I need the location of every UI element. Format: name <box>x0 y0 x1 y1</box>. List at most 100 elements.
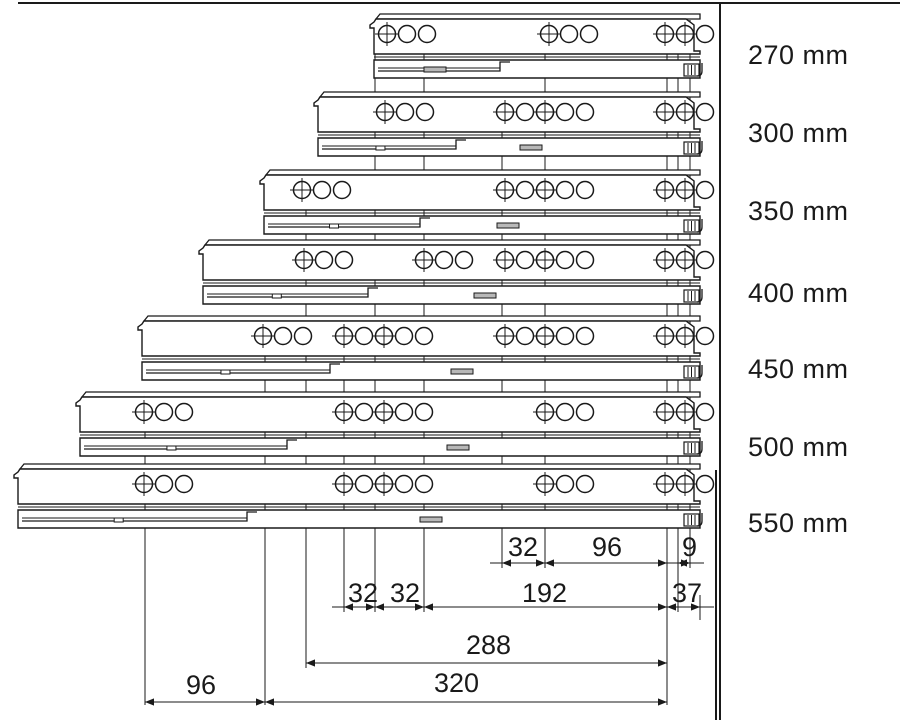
slide-top-lip <box>374 13 701 20</box>
hole-circle <box>414 474 434 494</box>
slide-lower-rail <box>373 59 701 79</box>
hole-circle <box>454 250 474 270</box>
hole-group <box>132 472 194 496</box>
hole-circle <box>414 402 434 422</box>
hole-circle <box>354 326 374 346</box>
slide-profile-550 <box>13 463 715 529</box>
hole-circle <box>575 102 595 122</box>
slide-lower-rail <box>79 437 701 457</box>
hole-group <box>537 22 599 46</box>
slide-length-label-300: 300 mm <box>748 118 849 148</box>
hole-circle <box>334 250 354 270</box>
slide-length-label-450: 450 mm <box>748 354 849 384</box>
dim-arrow-left <box>344 603 353 611</box>
dimension-value-32-3: 32 <box>348 578 379 608</box>
slide-inner-step <box>146 363 340 374</box>
hole-circle <box>515 180 535 200</box>
hole-group <box>372 400 434 424</box>
dim-arrow-left <box>375 603 384 611</box>
hole-group <box>653 472 715 496</box>
hole-group <box>533 324 595 348</box>
dimension-value-32-0: 32 <box>508 532 539 562</box>
slide-length-label-270: 270 mm <box>748 40 849 70</box>
slide-detent-block <box>446 444 470 451</box>
hole-circle <box>293 326 313 346</box>
hole-circle <box>575 250 595 270</box>
hole-group <box>533 178 595 202</box>
slide-upper-rail <box>369 18 701 55</box>
hole-circle <box>555 180 575 200</box>
hole-group <box>653 178 715 202</box>
dimension-value-37-6: 37 <box>672 578 703 608</box>
slide-lower-rail <box>17 509 701 529</box>
slide-lower-rail <box>141 361 701 381</box>
slide-top-lip <box>18 463 701 470</box>
hole-circle <box>575 402 595 422</box>
hole-circle <box>555 250 575 270</box>
hole-circle <box>394 326 414 346</box>
hole-group <box>533 248 595 272</box>
lock-hook-icon <box>696 513 703 527</box>
lock-hook-icon <box>696 365 703 379</box>
hole-group <box>653 324 715 348</box>
slide-catch-nub <box>113 517 124 523</box>
slide-profile-300 <box>313 91 715 157</box>
hole-circle <box>154 402 174 422</box>
hole-circle <box>417 24 437 44</box>
lock-hook-icon <box>696 289 703 303</box>
hole-circle <box>695 402 715 422</box>
slide-inner-step <box>207 287 378 298</box>
slide-top-lip <box>203 239 701 246</box>
hole-group <box>412 248 474 272</box>
slide-catch-nub <box>375 145 386 151</box>
slide-lower-rail <box>317 137 701 157</box>
hole-circle <box>695 474 715 494</box>
hole-circle <box>273 326 293 346</box>
hole-circle <box>575 326 595 346</box>
slide-detent-block <box>419 516 443 523</box>
hole-group <box>653 248 715 272</box>
hole-circle <box>154 474 174 494</box>
hole-circle <box>515 102 535 122</box>
dimension-line-group <box>145 559 714 706</box>
dim-arrow-left <box>306 659 315 667</box>
hole-circle <box>579 24 599 44</box>
hole-circle <box>575 474 595 494</box>
slide-length-label-500: 500 mm <box>748 432 849 462</box>
hole-group <box>372 472 434 496</box>
dim-arrow-right <box>658 698 667 706</box>
hole-group <box>653 400 715 424</box>
slide-catch-nub <box>166 445 177 451</box>
hole-circle <box>314 250 334 270</box>
lock-hook-icon <box>696 63 703 77</box>
dim-arrow-right <box>681 559 690 567</box>
hole-group <box>132 400 194 424</box>
dimension-value-320-9: 320 <box>434 668 480 698</box>
dimension-value-96-1: 96 <box>592 532 623 562</box>
hole-circle <box>695 326 715 346</box>
dim-arrow-left <box>667 603 676 611</box>
slide-top-lip <box>142 315 701 322</box>
slide-inner-step <box>268 217 430 228</box>
dim-arrow-left <box>545 559 554 567</box>
dimension-96-1 <box>545 559 667 567</box>
dimension-96-8 <box>145 698 265 706</box>
hole-circle <box>695 250 715 270</box>
lock-hook-icon <box>696 141 703 155</box>
slide-detent-block <box>473 292 497 299</box>
slide-lower-rail <box>263 215 701 235</box>
hole-group <box>493 178 555 202</box>
slide-lower-rail <box>202 285 701 305</box>
hole-circle <box>395 102 415 122</box>
slide-length-label-550: 550 mm <box>748 508 849 538</box>
dim-arrow-left <box>424 603 433 611</box>
dimension-288-7 <box>306 659 667 667</box>
dim-arrow-left <box>502 559 511 567</box>
hole-circle <box>555 102 575 122</box>
hole-circle <box>555 402 575 422</box>
hole-group <box>290 178 352 202</box>
slide-profile-450 <box>137 315 715 381</box>
hole-circle <box>174 402 194 422</box>
